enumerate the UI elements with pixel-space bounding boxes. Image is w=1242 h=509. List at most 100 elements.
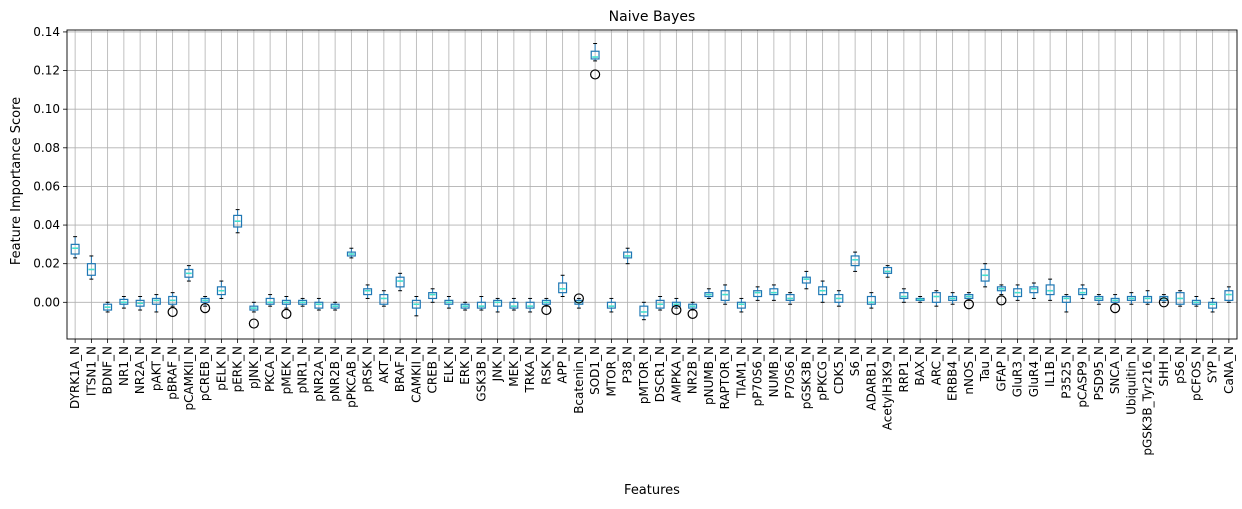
box-iqr [1191,299,1201,305]
x-tick-label: pELK_N [214,346,228,391]
x-tick-label: pAKT_N [149,346,163,391]
x-tick-label: BDNF_N [101,346,115,394]
box-iqr [509,301,519,309]
x-tick-label: pMEK_N [279,346,293,394]
x-tick-label: S6_N [848,346,862,376]
box-cdk5-n [834,290,844,307]
box-gfap-n [996,284,1007,306]
x-tick-label: pS6_N [1173,346,1187,384]
x-tick-label: SYP_N [1206,346,1220,383]
box-iqr [1143,295,1153,303]
box-iqr [980,268,990,282]
box-iqr [1013,288,1023,298]
box-pakt-n [151,294,161,313]
box-iqr [801,276,811,284]
box-ppkcg-n [818,280,828,303]
box-elk-n [444,296,454,309]
box-trka-n [525,297,535,313]
x-tick-label: RAPTOR_N [718,346,732,409]
box-pcasp9-n [1078,284,1088,299]
box-raptor-n [720,284,730,305]
box-nr2b-n [687,301,698,319]
box-iqr [151,297,161,305]
outlier-point [1158,297,1169,308]
box-iqr [428,292,438,300]
box-glur3-n [1013,284,1023,301]
outlier-point [573,293,584,304]
x-tick-label: pRSK_N [361,346,375,392]
box-adarb1-n [866,292,876,309]
box-pp70s6-n [753,286,763,301]
x-tick-label: pJNK_N [247,346,261,389]
x-tick-label: SNCA_N [1108,346,1122,394]
x-tick-label: ELK_N [442,346,456,383]
box-iqr [460,303,470,309]
box-iqr [866,295,876,305]
box-nr2a-n [135,296,145,311]
box-iqr [899,292,909,300]
box-iqr [541,299,551,305]
box-iqr [70,243,80,255]
box-iqr [639,305,649,317]
box-arc-n [931,290,941,307]
y-tick-label: 0.14 [33,25,60,39]
box-ps6-n [1175,290,1185,307]
box-iqr [590,50,600,60]
y-tick-label: 0.02 [33,257,60,271]
grid [67,30,1237,339]
box-app-n [558,274,568,298]
box-p3525-n [1061,294,1071,313]
x-tick-label: NR2A_N [133,346,147,394]
x-tick-label: GSK3B_N [474,346,488,402]
x-tick-label: CREB_N [426,346,440,394]
box-itsn1-n [86,255,96,280]
box-tiam1-n [736,297,746,313]
box-iqr [996,286,1006,292]
box-iqr [915,297,925,301]
box-sod1-n [590,43,601,80]
box-iqr [623,251,633,259]
box-pcfos-n [1191,296,1201,307]
x-tick-label: BRAF_N [393,346,407,392]
box-jnk-n [493,297,503,313]
y-tick-label: 0.00 [33,295,60,309]
box-ubiquitin-n [1126,292,1136,305]
x-tick-label: pGSK3B_Tyr216_N [1141,346,1155,456]
outlier-point [200,303,211,314]
box-iqr [249,305,259,311]
x-tick-label: pGSK3B_N [799,346,813,409]
box-p70s6-n [785,292,795,305]
box-pnr1-n [298,297,308,307]
x-tick-label: pNR2B_N [328,346,342,402]
box-cana-n [1224,286,1234,303]
box-gsk3b-n [476,296,486,311]
x-tick-label: Tau_N [978,346,992,382]
box-numb-n [769,284,779,301]
axes: 0.00 0.02 0.04 0.06 0.08 0.10 0.12 0.14 DYRK1A_N… [33,25,1238,456]
box-bcatenin-n [573,293,584,309]
box-iqr [818,286,828,296]
y-tick-label: 0.04 [33,218,60,232]
box-braf-n [395,272,405,292]
box-iqr [931,292,941,303]
outlier-point [590,69,601,80]
y-axis-label: Feature Importance Score [9,97,24,265]
box-iqr [671,301,681,307]
box-bax-n [915,296,925,303]
box-dyrk1a-n [70,236,80,259]
x-tick-label: pPKCAB_N [344,346,358,408]
box-rsk-n [541,297,552,316]
box-iqr [233,214,243,228]
outlier-point [1110,303,1121,314]
box-iqr [574,299,584,305]
x-tick-label: JNK_N [491,346,505,382]
box-iqr [1208,301,1218,309]
box-iqr [964,293,974,300]
box-series [70,43,1234,329]
y-tick-label: 0.12 [33,64,60,78]
box-pnumb-n [704,288,714,299]
x-tick-label: RSK_N [539,346,553,385]
x-tick-label: IL1B_N [1043,346,1057,387]
box-iqr [86,263,96,276]
